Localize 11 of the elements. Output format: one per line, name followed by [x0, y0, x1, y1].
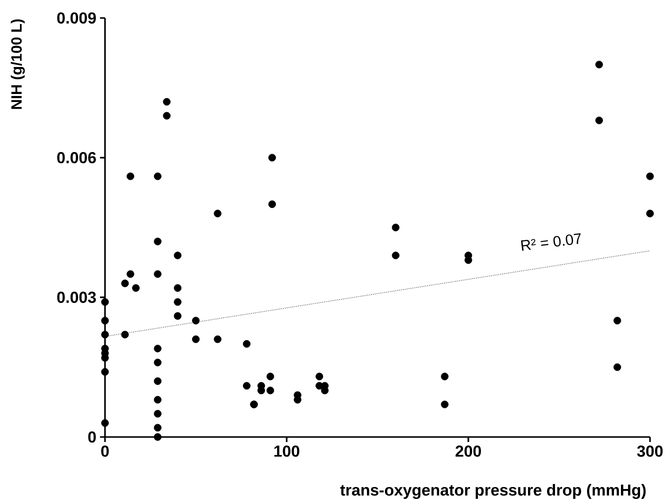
x-tick-label: 200 [456, 446, 481, 457]
y-tick-label: 0.009 [57, 12, 96, 24]
x-tick-label: 300 [637, 446, 663, 457]
y-axis-title: NIH (g/100 L) [10, 19, 25, 109]
y-tick-label: 0 [88, 431, 96, 443]
x-tick-label: 100 [274, 446, 300, 457]
y-tick-label: 0.006 [57, 152, 96, 164]
y-tick-label: 0.003 [57, 292, 96, 303]
x-tick-label: 0 [101, 446, 109, 457]
x-axis-title: trans-oxygenator pressure drop (mmHg) [340, 484, 646, 499]
annotation: R² = 0.07 [520, 233, 581, 251]
